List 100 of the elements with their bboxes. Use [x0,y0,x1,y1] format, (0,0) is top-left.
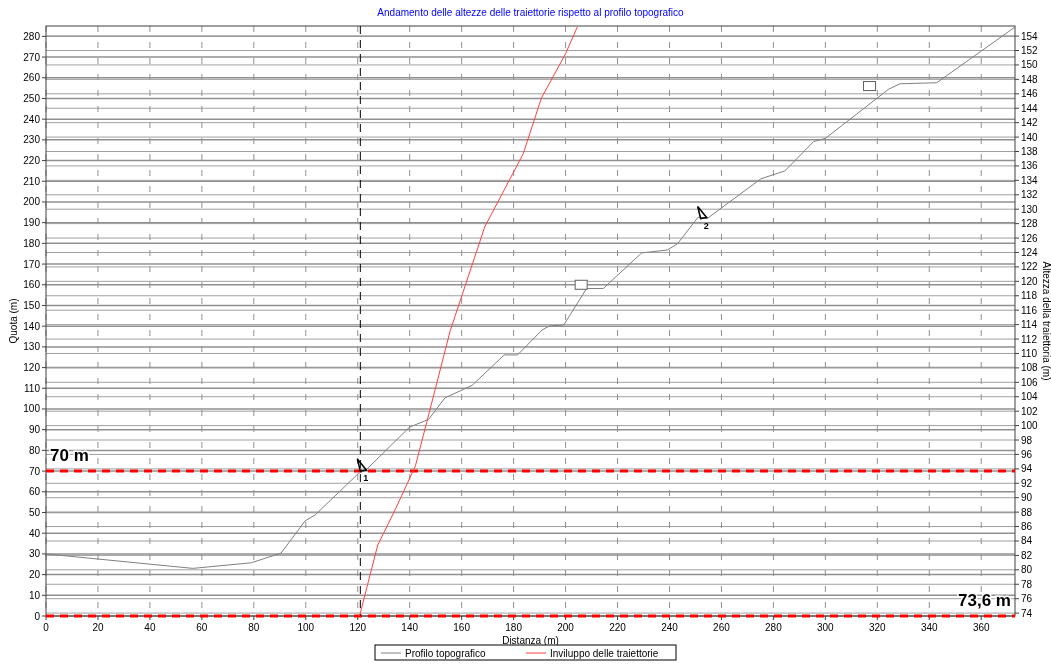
y2-tick-label: 134 [1021,174,1039,186]
y2-tick-label: 98 [1021,434,1033,446]
y-tick-label: 180 [23,237,41,249]
x-tick-label: 220 [609,622,627,633]
y2-tick-label: 104 [1021,391,1039,403]
x-tick-label: 360 [972,622,991,633]
y2-tick-label: 126 [1021,232,1039,244]
ref-line-label: 70 m [50,446,89,466]
y2-tick-label: 82 [1021,549,1033,561]
y2-tick-label: 110 [1021,347,1038,359]
y2-tick-label: 128 [1021,218,1039,230]
y2-tick-label: 146 [1021,88,1039,100]
chart-title: Andamento delle altezze delle traiettorie rispetto al profilo topografico [377,7,685,18]
y-tick-label: 260 [23,72,41,84]
legend-label: Profilo topografico [405,648,487,659]
y2-tick-label: 120 [1021,275,1039,287]
y2-tick-label: 130 [1021,203,1039,215]
ref-line-label: 73,6 m [958,591,1011,610]
x-tick-label: 160 [453,622,471,633]
y2-tick-label: 92 [1021,477,1033,489]
x-tick-label: 0 [43,622,50,633]
x-tick-label: 100 [297,622,315,633]
y-tick-label: 20 [28,569,41,581]
y-tick-label: 200 [23,196,41,208]
y-axis-title: Quota (m) [8,298,19,344]
y-tick-label: 90 [28,424,41,436]
y2-tick-label: 76 [1021,593,1033,605]
y2-tick-label: 152 [1021,45,1039,57]
y2-tick-label: 94 [1021,463,1033,475]
y-tick-label: 80 [28,444,41,456]
y-tick-label: 210 [23,175,41,187]
y-tick-label: 220 [23,155,41,167]
line-series [45,26,1016,569]
x-tick-label: 280 [765,622,783,633]
y-tick-label: 60 [28,486,41,498]
y2-tick-label: 106 [1021,376,1039,388]
x-tick-label: 60 [196,622,208,633]
y-tick-label: 250 [23,92,41,104]
y-tick-label: 280 [23,30,41,42]
annotation: 1 [363,473,369,484]
y2-axis-title: Altezza della traiettoria (m) [1041,261,1051,381]
y2-tick-label: 132 [1021,189,1039,201]
y2-tick-label: 102 [1021,405,1039,417]
y2-tick-label: 142 [1021,117,1039,129]
y2-tick-label: 144 [1021,102,1039,114]
x-tick-label: 300 [817,622,835,633]
y2-tick-label: 112 [1021,333,1038,345]
x-tick-label: 140 [401,622,419,633]
y-tick-label: 130 [23,341,41,353]
x-tick-label: 200 [557,622,575,633]
y2-tick-label: 74 [1021,607,1033,619]
y2-tick-label: 90 [1021,492,1033,504]
y-tick-label: 40 [28,527,41,539]
y-tick-label: 230 [23,134,41,146]
y2-tick-label: 116 [1021,304,1038,316]
y2-tick-label: 100 [1021,420,1039,432]
y-tick-label: 150 [23,299,41,311]
x-tick-label: 80 [248,622,260,633]
y-tick-label: 160 [23,279,41,291]
y-tick-label: 190 [23,217,41,229]
y2-tick-label: 114 [1021,319,1038,331]
y2-tick-label: 118 [1021,290,1038,302]
y-tick-label: 170 [23,258,41,270]
y-tick-label: 10 [28,589,41,601]
x-tick-label: 340 [920,622,939,633]
y2-tick-label: 88 [1021,506,1033,518]
x-tick-label: 120 [349,622,367,633]
y2-tick-label: 86 [1021,521,1033,533]
y-tick-label: 30 [28,548,41,560]
y-tick-label: 270 [23,51,41,63]
y2-tick-label: 138 [1021,146,1039,157]
y2-tick-label: 84 [1021,535,1033,547]
y2-tick-label: 78 [1021,578,1033,590]
x-tick-label: 180 [505,622,523,633]
y-tick-label: 240 [23,113,41,125]
y2-tick-label: 136 [1021,160,1039,172]
legend-label: Inviluppo delle traiettorie [550,648,659,659]
x-tick-label: 260 [713,622,731,633]
y2-tick-label: 150 [1021,59,1039,71]
y-tick-label: 120 [23,362,41,374]
x-tick-label: 320 [868,622,887,633]
y-tick-label: 0 [34,610,41,622]
line-series [359,26,578,617]
y2-tick-label: 148 [1021,73,1039,85]
y2-tick-label: 122 [1021,261,1039,273]
y2-tick-label: 108 [1021,362,1039,374]
y-tick-label: 70 [28,465,41,477]
x-tick-label: 40 [144,622,156,633]
annotation: 2 [703,220,709,231]
y-tick-label: 110 [24,382,41,394]
y2-tick-label: 80 [1021,564,1033,576]
y2-tick-label: 140 [1021,131,1039,143]
x-tick-label: 20 [92,622,104,633]
y2-tick-label: 96 [1021,448,1033,460]
y2-tick-label: 124 [1021,246,1039,258]
y2-tick-label: 154 [1021,30,1039,42]
y-tick-label: 100 [23,403,41,415]
y-tick-label: 50 [28,506,41,518]
y-tick-label: 140 [23,320,41,332]
x-tick-label: 240 [661,622,679,633]
